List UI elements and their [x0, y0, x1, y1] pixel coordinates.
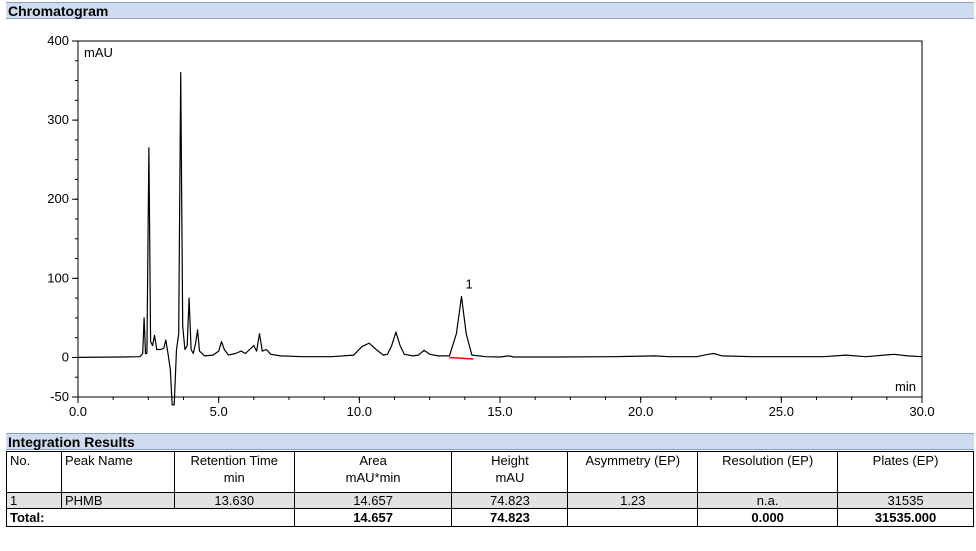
- integration-results-table: No. Peak Name Retention Time min Area mAU*…: [6, 451, 974, 527]
- col-header-label: Peak Name: [64, 453, 133, 468]
- x-tick-label: 10.0: [347, 404, 372, 419]
- total-asymmetry: [567, 508, 699, 527]
- table-row: 1 PHMB 13.630 14.657 74.823 1.23 n.a. 31…: [6, 492, 974, 509]
- y-tick-label: 400: [47, 33, 69, 48]
- integration-baseline: [449, 356, 474, 360]
- col-header-no: No.: [6, 451, 62, 493]
- total-area: 14.657: [293, 508, 453, 527]
- chromatogram-chart: -50 0 100 200 300 400 0.0 5.0 10.0 15.0 20.0 25.0 30…: [47, 33, 934, 419]
- y-tick-label: -50: [50, 389, 69, 404]
- col-header-label: No.: [10, 453, 31, 468]
- col-header-label: Asymmetry (EP): [585, 453, 681, 468]
- col-header-label: Height: [491, 453, 529, 468]
- col-header-label: Area: [359, 453, 387, 468]
- table-header-row: No. Peak Name Retention Time min Area mAU*…: [6, 451, 974, 493]
- cell-height: 74.823: [451, 492, 569, 509]
- cell-resolution: n.a.: [697, 492, 839, 509]
- cell-area: 14.657: [293, 492, 453, 509]
- col-header-resolution: Resolution (EP): [697, 451, 839, 493]
- col-header-height: Height mAU: [451, 451, 569, 493]
- cell-plates: 31535: [837, 492, 974, 509]
- cell-no: 1: [6, 492, 62, 509]
- total-resolution: 0.000: [697, 508, 839, 527]
- col-header-asymmetry: Asymmetry (EP): [567, 451, 699, 493]
- y-tick-label: 300: [47, 112, 69, 127]
- col-header-unit: min: [223, 470, 245, 485]
- x-tick-label: 20.0: [628, 404, 653, 419]
- col-header-label: Plates (EP): [872, 453, 939, 468]
- y-tick-label: 200: [47, 191, 69, 206]
- total-height: 74.823: [451, 508, 569, 527]
- peak-label: 1: [465, 277, 472, 292]
- cell-retention-time: 13.630: [173, 492, 295, 509]
- y-tick-label: 100: [47, 270, 69, 285]
- cell-asymmetry: 1.23: [567, 492, 699, 509]
- col-header-label: Retention Time: [190, 453, 278, 468]
- col-header-area: Area mAU*min: [293, 451, 453, 493]
- cell-peak-name: PHMB: [60, 492, 175, 509]
- total-plates: 31535.000: [837, 508, 974, 527]
- x-tick-label: 30.0: [909, 404, 934, 419]
- x-tick-label: 15.0: [487, 404, 512, 419]
- col-header-label: Resolution (EP): [722, 453, 814, 468]
- col-header-unit: mAU: [495, 470, 525, 485]
- x-tick-label: 25.0: [769, 404, 794, 419]
- x-axis-label: min: [895, 379, 916, 394]
- col-header-plates: Plates (EP): [837, 451, 974, 493]
- y-tick-label: 0: [62, 349, 69, 364]
- col-header-peak-name: Peak Name: [60, 451, 175, 493]
- col-header-retention-time: Retention Time min: [173, 451, 295, 493]
- integration-results-header: Integration Results: [6, 433, 974, 450]
- total-row: Total: 14.657 74.823 0.000 31535.000: [6, 508, 974, 527]
- plot-frame: [77, 40, 923, 398]
- chromatogram-trace: [77, 72, 923, 406]
- col-header-unit: mAU*min: [345, 470, 401, 485]
- x-tick-label: 5.0: [210, 404, 228, 419]
- total-label: Total:: [6, 508, 295, 527]
- chromatogram-header: Chromatogram: [6, 2, 974, 19]
- x-tick-label: 0.0: [69, 404, 87, 419]
- y-axis-label: mAU: [84, 45, 113, 60]
